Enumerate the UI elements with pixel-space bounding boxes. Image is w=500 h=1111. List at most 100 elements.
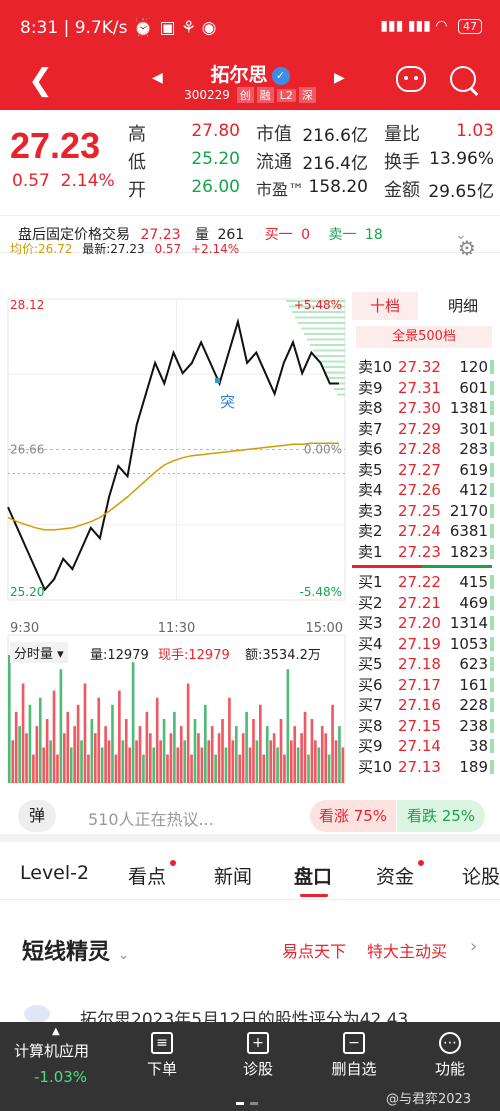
stock-name: 拓尔思 bbox=[210, 64, 268, 86]
pct-tick-label: +5.48% bbox=[294, 298, 342, 312]
sell1-value: 0 bbox=[301, 227, 311, 243]
sell-level-price: 27.23 bbox=[398, 542, 441, 561]
sell-level-row[interactable]: 卖8 27.30 1381 bbox=[358, 398, 494, 419]
gear-icon[interactable]: ⚙ bbox=[458, 236, 476, 260]
volume-bar bbox=[200, 747, 204, 783]
low-value: 25.20 bbox=[191, 149, 240, 169]
turnover-value: 13.96% bbox=[429, 149, 494, 169]
volume-bar bbox=[204, 704, 207, 783]
volume-bar bbox=[214, 754, 217, 783]
buy-level-bar bbox=[490, 657, 494, 671]
sell-level-price: 27.27 bbox=[398, 460, 441, 479]
volume-bar bbox=[334, 740, 338, 783]
buy-level-label: 买9 bbox=[358, 737, 383, 755]
sell-level-row[interactable]: 卖1 27.23 1823 bbox=[358, 542, 494, 563]
buy-level-row[interactable]: 买10 27.13 189 bbox=[358, 757, 494, 778]
amount-value: 29.65亿 bbox=[428, 182, 494, 202]
tab-news[interactable]: 新闻 bbox=[214, 866, 253, 888]
tab-highlights[interactable]: 看点 bbox=[128, 866, 167, 888]
buy-level-volume: 189 bbox=[459, 757, 488, 776]
sell-level-row[interactable]: 卖7 27.29 301 bbox=[358, 419, 494, 440]
buy-level-price: 27.21 bbox=[398, 593, 441, 612]
buy-level-bar bbox=[490, 718, 494, 733]
buy-level-bar bbox=[490, 575, 494, 589]
high-value: 27.80 bbox=[191, 121, 240, 141]
buy-level-row[interactable]: 买4 27.19 1053 bbox=[358, 634, 494, 655]
order-button[interactable]: ≡ 下单 bbox=[122, 1032, 202, 1079]
sell-level-row[interactable]: 卖10 27.32 120 bbox=[358, 357, 494, 378]
sell-level-volume: 120 bbox=[459, 358, 488, 376]
diagnose-icon: + bbox=[247, 1032, 269, 1054]
sell-level-row[interactable]: 卖9 27.31 601 bbox=[358, 378, 494, 399]
buy-level-row[interactable]: 买1 27.22 415 bbox=[358, 572, 494, 593]
tab-forum[interactable]: 论股 bbox=[462, 866, 500, 888]
after-hours-label: 盘后固定价格交易 bbox=[18, 227, 130, 243]
orderbook-divider bbox=[352, 565, 492, 568]
buy-level-row[interactable]: 买2 27.21 469 bbox=[358, 593, 494, 614]
volume-bar bbox=[228, 697, 231, 783]
volume-bar bbox=[25, 733, 28, 783]
buy-level-volume: 228 bbox=[459, 696, 488, 714]
full-500-button[interactable]: 全景500档 bbox=[356, 326, 492, 348]
section-link-1[interactable]: 易点天下 bbox=[282, 942, 347, 961]
amount-label: 金额 bbox=[384, 180, 420, 201]
tab-detail[interactable]: 明细 bbox=[447, 297, 478, 315]
discussion-text[interactable]: 510人正在热议... bbox=[88, 810, 214, 829]
buy-level-price: 27.19 bbox=[398, 634, 441, 653]
buy-level-row[interactable]: 买8 27.15 238 bbox=[358, 716, 494, 737]
bullish-button[interactable]: 看涨 75% bbox=[310, 800, 396, 832]
buy-level-row[interactable]: 买7 27.16 228 bbox=[358, 695, 494, 716]
remove-watchlist-button[interactable]: − 删自选 bbox=[314, 1032, 394, 1079]
chart-header: 均价:26.72 最新:27.23 0.57 +2.14% bbox=[10, 240, 239, 257]
volume-bar bbox=[327, 754, 331, 783]
diagnose-button[interactable]: + 诊股 bbox=[218, 1032, 298, 1079]
next-stock-icon[interactable]: ▶ bbox=[334, 70, 345, 86]
prev-stock-icon[interactable]: ◀ bbox=[152, 70, 163, 86]
volume-bar bbox=[38, 697, 42, 783]
sell-level-row[interactable]: 卖3 27.25 2170 bbox=[358, 501, 494, 522]
buy-level-row[interactable]: 买5 27.18 623 bbox=[358, 654, 494, 675]
more-button[interactable]: ⋯ 功能 bbox=[410, 1032, 490, 1079]
discussion-bar: 弹 510人正在热议... 看涨 75% 看跌 25% bbox=[0, 790, 500, 842]
sell-level-row[interactable]: 卖6 27.28 283 bbox=[358, 439, 494, 460]
intraday-chart[interactable]: 突 28.12 26.66 25.20 +5.48% 0.00% -5.48% 9:30 11:… bbox=[0, 235, 352, 790]
tab-capital[interactable]: 资金 bbox=[376, 866, 415, 888]
buy-level-row[interactable]: 买3 27.20 1314 bbox=[358, 613, 494, 634]
after-hours-row[interactable]: 盘后固定价格交易 27.23 量 261 买一 0 卖一 18 ⌄ bbox=[0, 215, 500, 253]
chevron-right-icon[interactable]: › bbox=[470, 936, 478, 957]
tab-handicap[interactable]: 盘口 bbox=[294, 866, 333, 888]
buy-level-row[interactable]: 买6 27.17 161 bbox=[358, 675, 494, 696]
sell-level-row[interactable]: 卖5 27.27 619 bbox=[358, 460, 494, 481]
bearish-button[interactable]: 看跌 25% bbox=[397, 800, 485, 832]
sell-level-label: 卖4 bbox=[358, 481, 383, 499]
price-line bbox=[7, 317, 339, 592]
breakout-annotation: 突 bbox=[220, 393, 235, 411]
volume-bar bbox=[217, 733, 221, 783]
tab-ten-levels[interactable]: 十档 bbox=[352, 292, 418, 320]
volume-bar bbox=[183, 740, 187, 783]
buy-level-row[interactable]: 买9 27.14 38 bbox=[358, 736, 494, 757]
buy-level-label: 买7 bbox=[358, 696, 383, 714]
tab-level2[interactable]: Level-2 bbox=[20, 862, 90, 884]
danmaku-button[interactable]: 弹 bbox=[18, 800, 56, 832]
sector-name[interactable]: 计算机应用 bbox=[14, 1042, 90, 1060]
volume-menu[interactable]: 分时量 ▾ bbox=[10, 642, 68, 663]
x-tick-label: 9:30 bbox=[10, 621, 39, 636]
status-time: 8:31 | 9.7K/s ⏰ ▣ ⚘ ◉ bbox=[20, 18, 217, 38]
volume-bar bbox=[338, 726, 341, 783]
sell-level-bar bbox=[490, 483, 494, 497]
chevron-down-icon[interactable]: ⌄ bbox=[455, 227, 467, 243]
sell-level-row[interactable]: 卖4 27.26 412 bbox=[358, 480, 494, 501]
robot-icon[interactable] bbox=[396, 66, 426, 92]
volume-amount-text: 额:3534.2万 bbox=[245, 648, 321, 663]
chevron-down-icon[interactable]: ⌄ bbox=[117, 947, 130, 963]
vol-ratio-label: 量比 bbox=[384, 124, 420, 145]
section-link-2[interactable]: 特大主动买 bbox=[367, 942, 448, 961]
x-tick-label: 11:30 bbox=[158, 621, 195, 636]
back-icon[interactable]: ❮ bbox=[28, 63, 54, 98]
mktcap-label: 市值 bbox=[256, 124, 292, 145]
volume-bar bbox=[49, 740, 52, 783]
search-icon[interactable] bbox=[450, 66, 476, 92]
sell-level-row[interactable]: 卖2 27.24 6381 bbox=[358, 521, 494, 542]
pe-label: 市盈™ bbox=[256, 180, 305, 199]
